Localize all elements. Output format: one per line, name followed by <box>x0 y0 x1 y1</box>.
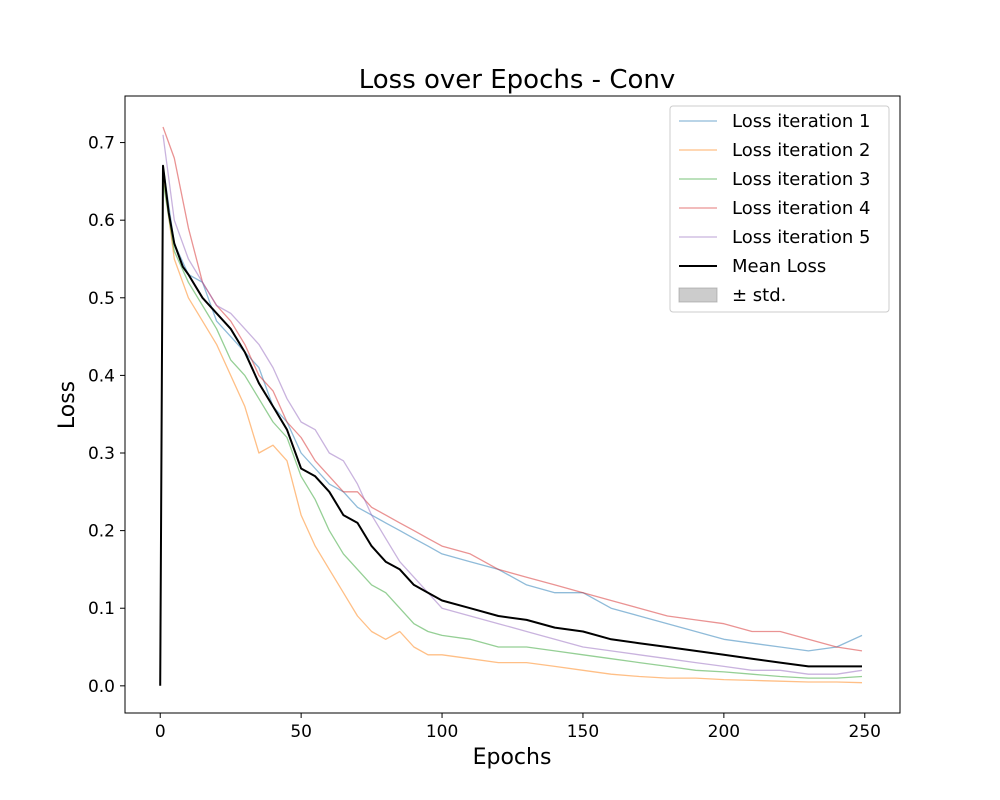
x-tick-label: 150 <box>567 722 599 742</box>
legend-label: Loss iteration 4 <box>732 198 870 219</box>
chart-title: Loss over Epochs - Conv <box>359 65 676 95</box>
y-axis-title: Loss <box>55 381 80 429</box>
y-tick-label: 0.7 <box>88 134 115 154</box>
series-line-4 <box>162 126 863 652</box>
x-tick-label: 0 <box>155 722 166 742</box>
y-tick-label: 0.5 <box>88 289 115 309</box>
legend-label: Loss iteration 2 <box>732 140 870 161</box>
legend: Loss iteration 1 Loss iteration 2 Loss ite… <box>669 105 890 313</box>
legend-box <box>669 105 890 313</box>
y-tick-label: 0.0 <box>88 677 115 697</box>
y-tick-label: 0.3 <box>88 444 115 464</box>
y-tick-label: 0.6 <box>88 211 115 231</box>
y-tick-label: 0.1 <box>88 599 115 619</box>
series-line-2 <box>162 173 863 684</box>
x-axis: 0 50 100 150 200 250 <box>155 713 881 742</box>
plot-frame <box>124 95 901 714</box>
legend-label: Mean Loss <box>732 256 826 277</box>
x-tick-label: 250 <box>849 722 881 742</box>
y-tick-label: 0.2 <box>88 522 115 542</box>
legend-label: Loss iteration 3 <box>732 169 870 190</box>
series-line-3 <box>162 181 863 679</box>
x-tick-label: 100 <box>426 722 458 742</box>
series-line-6 <box>159 164 862 686</box>
plot-area <box>159 126 863 686</box>
legend-label-std: ± std. <box>732 285 786 306</box>
x-tick-label: 200 <box>708 722 740 742</box>
y-tick-label: 0.4 <box>88 366 115 386</box>
series-line-5 <box>162 134 863 675</box>
legend-swatch-std <box>678 287 718 303</box>
y-axis: 0.0 0.1 0.2 0.3 0.4 0.5 0.6 0.7 <box>88 134 125 697</box>
x-tick-label: 50 <box>290 722 312 742</box>
legend-label: Loss iteration 1 <box>732 111 870 132</box>
legend-label: Loss iteration 5 <box>732 227 870 248</box>
x-axis-title: Epochs <box>473 745 552 770</box>
